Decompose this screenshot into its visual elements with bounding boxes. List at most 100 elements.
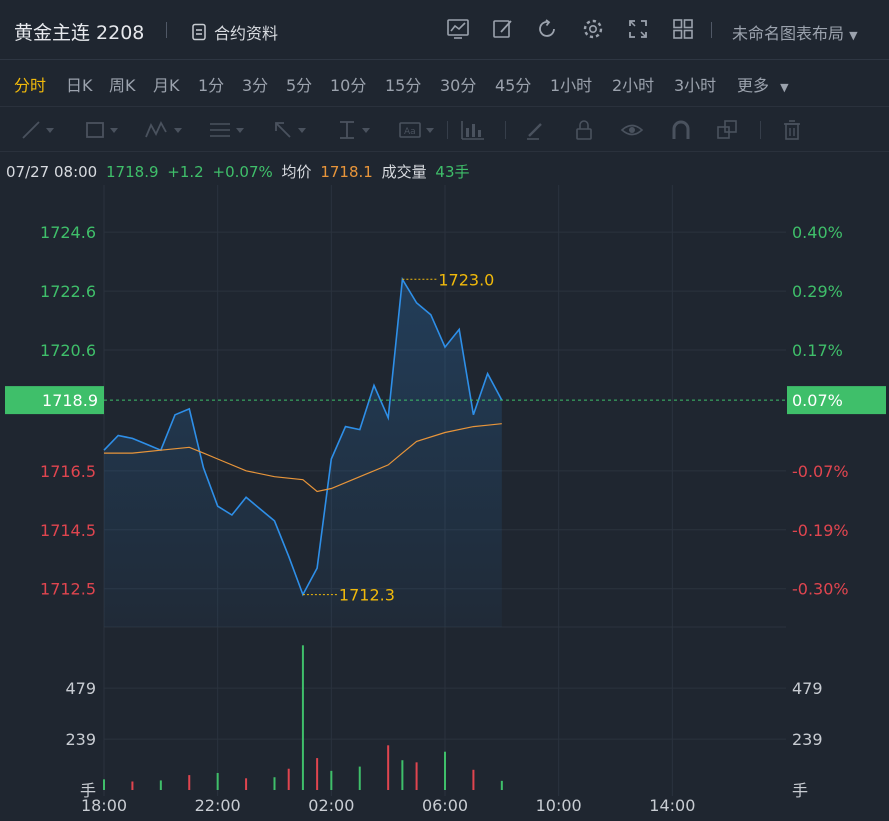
drawing-toolbar: Aa [0,106,889,152]
caret-down-icon: ▼ [780,81,789,94]
tab-period-3m[interactable]: 3分 [242,76,269,95]
volume-tick-label-left: 479 [65,679,96,698]
divider [760,121,761,139]
fib-icon[interactable] [208,119,244,141]
magnet-icon[interactable] [670,119,692,141]
divider [711,22,712,38]
price-area [104,279,502,627]
volume-bar [245,778,248,790]
y-tick-label-right: -0.19% [792,521,849,540]
volume-tick-label-right: 手 [792,781,808,800]
caret-down-icon: ▼ [849,29,858,42]
settings-icon[interactable] [579,15,607,43]
contract-info-label: 合约资料 [214,24,279,43]
layout-selector[interactable]: 未命名图表布局 ▼ [732,20,858,44]
x-tick-label: 22:00 [195,796,241,815]
contract-info-button[interactable]: 合约资料 [190,20,278,44]
quote-avg-price: 1718.1 [320,163,373,181]
volume-bar [301,645,304,790]
volume-bar [472,769,475,790]
svg-text:Aa: Aa [404,127,416,137]
volume-bar [159,780,162,790]
grid-layout-icon[interactable] [669,15,697,43]
top-toolbar: 黄金主连 2208 合约资料 未命名图表布局 ▼ [0,0,889,60]
chart-type-icon[interactable] [444,15,472,43]
tab-period-45m[interactable]: 45分 [495,76,532,95]
eye-icon[interactable] [620,119,644,141]
document-icon [192,23,206,41]
rectangle-icon[interactable] [84,119,118,141]
indicator-icon[interactable] [460,119,486,141]
quote-avg-label: 均价 [281,163,312,181]
volume-bar [188,775,191,790]
volume-bar [401,760,404,790]
volume-tick-label-right: 239 [792,730,823,749]
clone-icon[interactable] [716,119,740,141]
tab-period-5m[interactable]: 5分 [286,76,313,95]
volume-bar [131,781,134,790]
refresh-icon[interactable] [534,15,562,43]
divider [447,121,448,139]
quote-change-pct: +0.07% [212,163,273,181]
y-tick-label-right: 0.17% [792,341,843,360]
volume-tick-label-right: 479 [792,679,823,698]
divider [505,121,506,139]
fullscreen-icon[interactable] [624,15,652,43]
lock-icon[interactable] [574,119,594,141]
current-price-label: 1718.9 [42,391,98,410]
trend-line-icon[interactable] [20,119,54,141]
tab-period-1h[interactable]: 1小时 [550,76,593,95]
pattern-icon[interactable] [144,119,182,141]
current-price-badge-left [5,386,104,415]
tab-period-1m[interactable]: 1分 [198,76,225,95]
x-tick-label: 10:00 [536,796,582,815]
low-price-label: 1712.3 [339,586,395,605]
x-tick-label: 06:00 [422,796,468,815]
volume-bar [103,779,105,790]
y-tick-label-right: -0.30% [792,580,849,599]
tab-period-30m[interactable]: 30分 [440,76,477,95]
quote-change: +1.2 [167,163,204,181]
volume-bar [273,777,276,790]
symbol-title[interactable]: 黄金主连 2208 [14,22,145,44]
volume-bar [316,758,319,790]
trash-icon[interactable] [782,119,802,141]
quote-volume-label: 成交量 [381,163,427,181]
tab-period-day[interactable]: 日K [66,76,93,95]
volume-bar [444,751,446,790]
brush-icon[interactable] [524,119,546,141]
volume-bar [387,745,390,790]
period-tabs: 分时 日K 周K 月K 1分 3分 5分 10分 15分 30分 45分 1小时… [0,60,889,106]
tab-period-more[interactable]: 更多 ▼ [737,72,789,96]
quote-bar: 07/27 08:00 1718.9 +1.2 +0.07% 均价 1718.1… [6,161,474,182]
high-price-label: 1723.0 [438,270,494,289]
tab-period-intraday[interactable]: 分时 [14,76,47,95]
text-icon[interactable]: Aa [398,119,434,141]
y-tick-label-right: 0.40% [792,223,843,242]
tab-period-15m[interactable]: 15分 [385,76,422,95]
tab-period-week[interactable]: 周K [109,76,136,95]
tab-period-2h[interactable]: 2小时 [612,76,655,95]
x-tick-label: 14:00 [649,796,695,815]
y-tick-label-left: 1716.5 [40,462,96,481]
tab-period-3h[interactable]: 3小时 [674,76,717,95]
y-tick-label-right: 0.29% [792,282,843,301]
volume-bar [358,766,361,790]
y-tick-label-left: 1720.6 [40,341,96,360]
y-tick-label-left: 1724.6 [40,223,96,242]
more-label: 更多 [737,76,770,95]
tab-period-month[interactable]: 月K [153,76,180,95]
current-pct-label: 0.07% [792,391,843,410]
y-tick-label-left: 1722.6 [40,282,96,301]
layout-name: 未命名图表布局 [732,24,845,43]
average-price-line [104,423,502,493]
tab-period-10m[interactable]: 10分 [330,76,367,95]
arrow-icon[interactable] [272,119,306,141]
divider [166,22,167,38]
edit-icon[interactable] [489,15,517,43]
quote-price: 1718.9 [106,163,159,181]
volume-bar [287,768,290,790]
intraday-chart[interactable]: 1724.6 1722.6 1720.6 1716.5 1714.5 1712.5 0.40… [0,185,889,821]
volume-tick-label-left: 239 [65,730,96,749]
measure-icon[interactable] [336,119,370,141]
